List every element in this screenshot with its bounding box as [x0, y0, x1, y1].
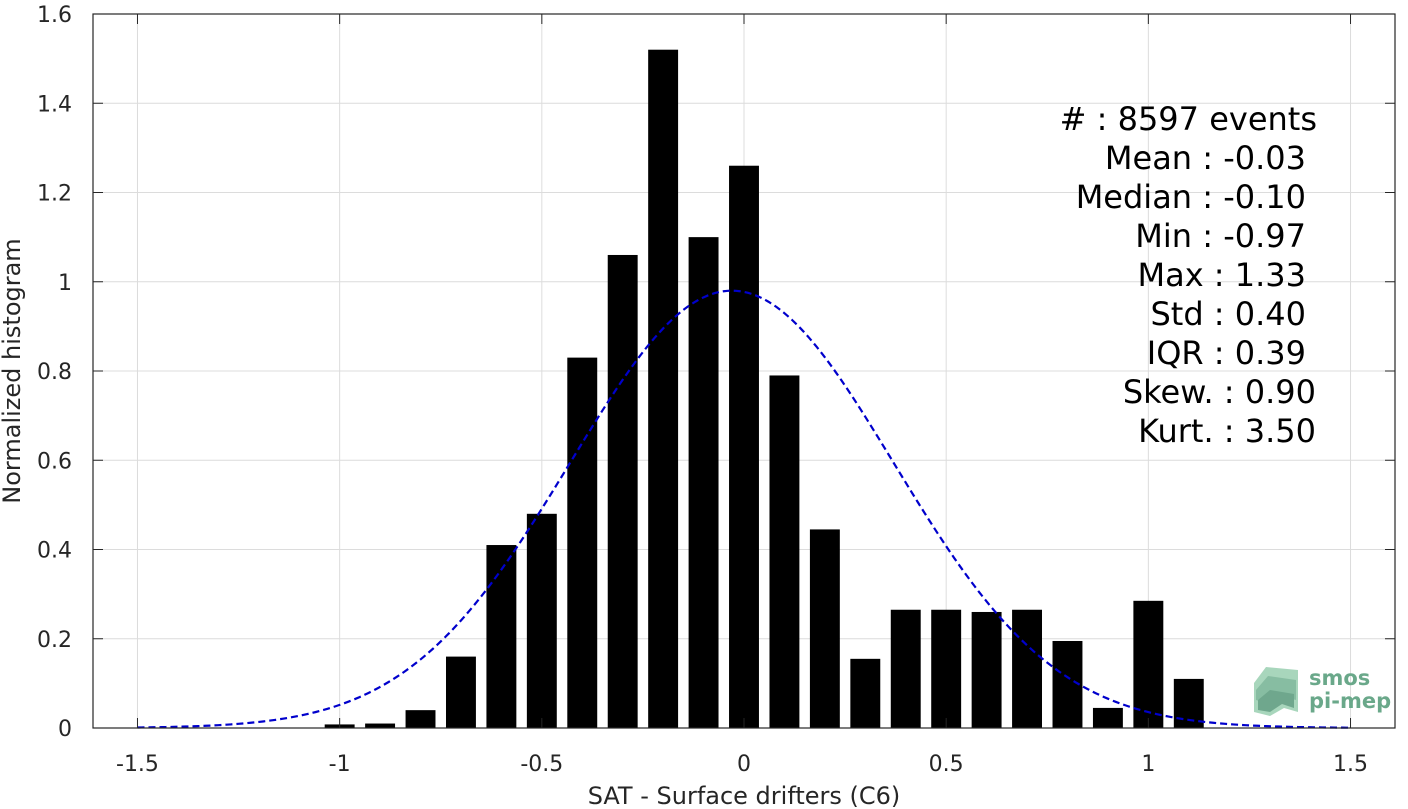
histogram-bar: [526, 513, 557, 728]
stats-line: # : 8597 events: [1060, 100, 1317, 138]
histogram-bars: [324, 49, 1204, 729]
stats-line: Mean : -0.03: [1105, 139, 1306, 177]
y-tick-label: 0.4: [37, 539, 72, 564]
histogram-bar: [688, 237, 719, 728]
y-tick-label: 0.6: [37, 449, 72, 474]
histogram-bar: [931, 609, 962, 728]
histogram-bar: [971, 611, 1002, 728]
y-tick-label: 0.2: [37, 628, 72, 653]
y-tick-labels: 0 0.2 0.4 0.6 0.8 1 1.2 1.4 1.6: [37, 3, 72, 742]
logo-line-2: pi-mep: [1309, 689, 1391, 713]
y-tick-label: 1: [58, 271, 72, 296]
stats-line: Kurt. : 3.50: [1138, 412, 1316, 450]
histogram-bar: [809, 529, 840, 728]
histogram-bar: [769, 375, 800, 728]
y-tick-label: 1.6: [37, 3, 72, 28]
x-tick-label: 1.5: [1333, 752, 1368, 777]
histogram-bar: [607, 254, 638, 728]
histogram-bar: [850, 658, 881, 728]
histogram-bar: [486, 545, 517, 728]
y-tick-label: 1.2: [37, 182, 72, 207]
y-tick-label: 0: [58, 717, 72, 742]
histogram-bar: [890, 609, 921, 728]
histogram-bar: [648, 49, 679, 728]
logo-wave-icon: [1254, 667, 1298, 716]
normal-fit-curve: [137, 289, 1351, 729]
x-tick-labels: -1.5 -1 -0.5 0 0.5 1 1.5: [116, 752, 1368, 777]
x-tick-label: -1: [329, 752, 351, 777]
x-tick-label: 1: [1141, 752, 1155, 777]
histogram-bar: [729, 165, 759, 729]
stats-line: Min : -0.97: [1135, 217, 1306, 255]
histogram-bar: [1012, 609, 1043, 728]
x-tick-label: 0.5: [929, 752, 964, 777]
histogram-bar: [405, 710, 436, 728]
axis-ticks: [93, 13, 1395, 729]
stats-line: Std : 0.40: [1150, 295, 1306, 333]
histogram-bar: [1092, 707, 1123, 728]
histogram-bar: [1133, 600, 1164, 728]
y-axis-label: Normalized histogram: [0, 238, 26, 503]
stats-line: Skew. : 0.90: [1123, 373, 1316, 411]
y-tick-label: 1.4: [37, 92, 72, 117]
histogram-bar: [567, 357, 598, 728]
x-tick-label: 0: [737, 752, 751, 777]
stats-line: Max : 1.33: [1137, 256, 1306, 294]
y-tick-label: 0.8: [37, 360, 72, 385]
smos-pi-mep-logo: smos pi-mep: [1254, 666, 1391, 716]
x-axis-label: SAT - Surface drifters (C6): [588, 782, 901, 809]
histogram-bar: [445, 656, 476, 728]
x-tick-label: -1.5: [116, 752, 159, 777]
logo-line-1: smos: [1309, 666, 1370, 690]
x-tick-label: -0.5: [520, 752, 563, 777]
stats-line: IQR : 0.39: [1147, 334, 1306, 372]
stats-line: Median : -0.10: [1076, 178, 1306, 216]
histogram-bar: [365, 723, 396, 728]
